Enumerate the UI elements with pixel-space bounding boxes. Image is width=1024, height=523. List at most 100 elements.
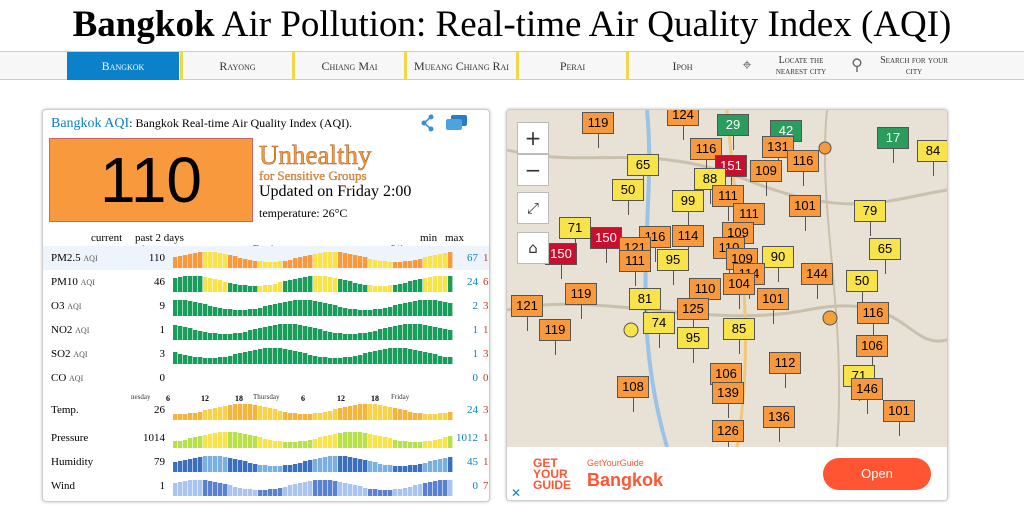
aqi-marker[interactable]: 90 bbox=[762, 246, 794, 282]
aqi-marker[interactable]: 121 bbox=[511, 295, 543, 331]
aqi-marker[interactable]: 116 bbox=[787, 150, 819, 186]
nav-item-perai[interactable]: Perai bbox=[516, 52, 626, 80]
share-icon[interactable] bbox=[419, 114, 439, 132]
aqi-marker[interactable]: 108 bbox=[617, 376, 649, 412]
aqi-marker[interactable]: 74 bbox=[643, 312, 675, 348]
sparkline bbox=[173, 252, 453, 268]
locate-nearest-city[interactable]: Locate the nearest city bbox=[775, 55, 827, 77]
aqi-card: Bangkok AQI: Bangkok Real-time Air Quali… bbox=[42, 109, 490, 502]
aqi-marker[interactable]: 50 bbox=[612, 179, 644, 215]
map-layers-icon[interactable]: ⌂ bbox=[517, 232, 549, 264]
aqi-marker[interactable]: 85 bbox=[723, 318, 755, 354]
aqi-marker[interactable]: 106 bbox=[710, 363, 742, 399]
aqi-marker[interactable]: 111 bbox=[619, 250, 651, 286]
aqi-marker[interactable]: 125 bbox=[677, 298, 709, 334]
aqi-marker[interactable]: 146 bbox=[851, 378, 883, 414]
pollutant-max: 100 bbox=[483, 456, 489, 468]
nav-item-bangkok[interactable]: Bangkok bbox=[67, 52, 179, 80]
aqi-marker[interactable]: 101 bbox=[757, 288, 789, 324]
pollutant-max: 7 bbox=[483, 480, 489, 492]
search-city[interactable]: Search for your city bbox=[880, 55, 948, 77]
pollutant-max: 65 bbox=[483, 276, 489, 288]
zoom-in-button[interactable]: + bbox=[517, 122, 549, 154]
pollutant-row[interactable]: PM10 AQI 46 24 65 bbox=[43, 270, 489, 294]
embed-icon[interactable] bbox=[445, 114, 469, 132]
aqi-marker[interactable]: 101 bbox=[883, 400, 915, 436]
aqi-marker[interactable]: 110 bbox=[689, 278, 721, 314]
header-min: min bbox=[420, 232, 438, 244]
aqi-marker[interactable]: 65 bbox=[869, 238, 901, 274]
nav-item-mueang-chiang-rai[interactable]: Mueang Chiang Rai bbox=[404, 52, 516, 80]
city-aqi-link[interactable]: Bangkok AQI bbox=[51, 116, 130, 131]
sparkline bbox=[173, 300, 453, 316]
pollutant-row[interactable]: Pressure 1014 1012 1019 bbox=[43, 426, 489, 450]
aqi-marker[interactable]: 112 bbox=[769, 352, 801, 388]
ad-open-button[interactable]: Open bbox=[823, 458, 931, 490]
aqi-marker[interactable]: 101 bbox=[789, 195, 821, 231]
aqi-marker[interactable]: 109 bbox=[750, 160, 782, 196]
aqi-marker[interactable]: 17 bbox=[877, 127, 909, 163]
aqi-marker[interactable]: 126 bbox=[712, 420, 744, 447]
aqi-marker[interactable]: 139 bbox=[712, 382, 744, 418]
search-icon[interactable]: ⚲ bbox=[851, 57, 863, 74]
aqi-marker[interactable]: 119 bbox=[539, 319, 571, 355]
pollutant-row[interactable]: CO AQI 0 0 0 bbox=[43, 366, 489, 390]
aqi-marker[interactable]: 106 bbox=[856, 335, 888, 371]
aqi-marker[interactable]: 88 bbox=[694, 168, 726, 204]
pollutant-unit: AQI bbox=[69, 374, 84, 383]
temperature-text: temperature: 26°C bbox=[259, 206, 348, 220]
day-label: Thursday bbox=[253, 393, 280, 401]
crosshair-icon[interactable]: ⌖ bbox=[742, 57, 752, 74]
nav-item-ipoh[interactable]: Ipoh bbox=[626, 52, 736, 80]
pollutant-row[interactable]: NO2 AQI 1 1 12 bbox=[43, 318, 489, 342]
aqi-map[interactable]: 119 124 29 42 17 84 65 116 151 131 116 109 50 88 111 99… bbox=[507, 110, 947, 447]
sparkline bbox=[173, 324, 453, 340]
aqi-marker[interactable]: 119 bbox=[582, 112, 614, 148]
nav-item-chiang-mai[interactable]: Chiang Mai bbox=[292, 52, 404, 80]
fullscreen-icon[interactable]: ⤢ bbox=[517, 192, 549, 224]
aqi-marker[interactable]: 95 bbox=[657, 249, 689, 285]
pollutant-current: 1 bbox=[159, 324, 166, 336]
pollutant-unit: AQI bbox=[73, 350, 88, 359]
aqi-marker[interactable]: 95 bbox=[677, 327, 709, 363]
pollutant-row[interactable]: O3 AQI 9 2 30 bbox=[43, 294, 489, 318]
sparkline bbox=[173, 348, 453, 364]
aqi-marker[interactable]: 29 bbox=[717, 114, 749, 150]
aqi-marker[interactable]: 111 bbox=[733, 203, 765, 239]
aqi-marker[interactable]: 116 bbox=[857, 302, 889, 338]
aqi-marker[interactable]: 111 bbox=[712, 185, 744, 221]
aqi-marker[interactable]: 150 bbox=[590, 227, 622, 263]
aqi-marker[interactable]: 71 bbox=[559, 217, 591, 253]
pollutant-max: 12 bbox=[483, 324, 489, 336]
zoom-out-button[interactable]: − bbox=[517, 154, 549, 186]
pollutant-unit: AQI bbox=[75, 326, 90, 335]
aqi-marker[interactable]: 116 bbox=[690, 138, 722, 174]
aqi-marker[interactable]: 104 bbox=[723, 273, 755, 309]
aqi-marker[interactable]: 119 bbox=[565, 283, 597, 319]
aqi-marker[interactable]: 99 bbox=[672, 190, 704, 226]
aqi-marker[interactable]: 131 bbox=[762, 136, 794, 172]
aqi-marker[interactable]: 50 bbox=[846, 270, 878, 306]
ad-banner[interactable]: GET YOUR GUIDE GetYourGuide Bangkok Open… bbox=[507, 448, 947, 500]
pollutant-current: 0 bbox=[159, 372, 166, 384]
aqi-marker[interactable]: 81 bbox=[629, 288, 661, 324]
aqi-marker[interactable]: 114 bbox=[672, 225, 704, 261]
aqi-marker[interactable]: 124 bbox=[667, 110, 699, 140]
nav-item-rayong[interactable]: Rayong bbox=[180, 52, 292, 80]
aqi-marker[interactable]: 84 bbox=[917, 140, 947, 176]
aqi-marker[interactable]: 79 bbox=[854, 200, 886, 236]
aqi-marker[interactable]: 144 bbox=[801, 263, 833, 299]
sparkline bbox=[173, 480, 453, 496]
pollutant-min: 2 bbox=[472, 300, 479, 312]
aqi-marker[interactable]: 150 bbox=[545, 243, 577, 279]
pollutant-row[interactable]: Temp. 26 24 33 bbox=[43, 398, 489, 422]
aqi-marker[interactable]: 65 bbox=[627, 154, 659, 190]
pollutant-row[interactable]: PM2.5 AQI 110 67 138 bbox=[43, 246, 489, 270]
pollutant-row[interactable]: Humidity 79 45 100 bbox=[43, 450, 489, 474]
hour-tick: 12 bbox=[337, 394, 345, 403]
aqi-marker[interactable]: 136 bbox=[763, 406, 795, 442]
ad-close-icon[interactable]: ✕ bbox=[511, 486, 522, 500]
pollutant-row[interactable]: SO2 AQI 3 1 3 bbox=[43, 342, 489, 366]
graph-header: current past 2 days min max bbox=[43, 232, 489, 246]
